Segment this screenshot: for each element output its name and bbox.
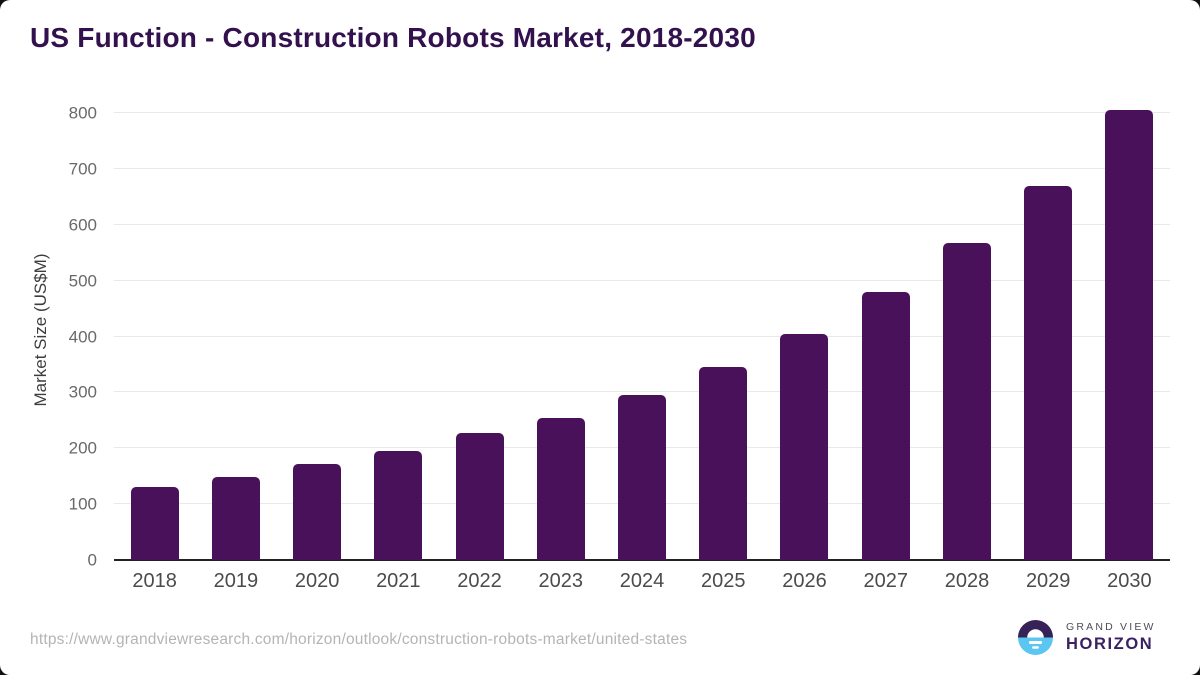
gridline-300 (114, 391, 1170, 393)
x-tick-2019: 2019 (213, 570, 259, 592)
y-tick-200: 200 (68, 438, 97, 458)
y-tick-400: 400 (68, 327, 97, 346)
y-tick-800: 800 (68, 103, 97, 123)
x-tick-2029: 2029 (1025, 570, 1071, 592)
y-tick-600: 600 (68, 215, 97, 235)
bar-2025 (699, 366, 748, 560)
y-tick-100: 100 (68, 494, 97, 514)
x-tick-2026: 2026 (782, 570, 827, 592)
bar-2020 (293, 464, 342, 560)
bar-2021 (374, 450, 423, 560)
bar-2028 (942, 242, 991, 560)
brand-name-bottom: HORIZON (1066, 635, 1154, 653)
x-tick-2023: 2023 (538, 570, 584, 592)
bar-2027 (861, 291, 910, 560)
logo-icon-horizon-bar-1 (1028, 641, 1043, 644)
x-tick-2030: 2030 (1107, 570, 1152, 592)
bar-2029 (1024, 185, 1073, 560)
x-axis-tick-labels: 2018 2019 2020 2021 2022 2023 2024 2025 2026 2027… (114, 570, 1170, 593)
x-tick-2027: 2027 (863, 570, 908, 592)
gridline-700 (114, 167, 1170, 169)
gridline-800 (114, 112, 1170, 113)
y-tick-0: 0 (87, 550, 97, 570)
chart-title: US Function - Construction Robots Market… (30, 22, 756, 53)
logo-icon-horizon-bar-2 (1032, 646, 1039, 649)
bar-2022 (455, 433, 504, 560)
horizon-sunset-icon (1018, 620, 1053, 655)
gridline-600 (114, 223, 1170, 225)
x-tick-2020: 2020 (294, 570, 340, 592)
plot-area (114, 98, 1170, 561)
x-tick-2028: 2028 (944, 570, 990, 592)
bar-2026 (780, 333, 829, 560)
x-tick-2022: 2022 (457, 570, 502, 592)
gridline-400 (114, 335, 1170, 337)
bar-2018 (130, 487, 179, 560)
x-axis-line (114, 559, 1170, 561)
bar-2019 (211, 476, 260, 560)
brand-logo: GRAND VIEW HORIZON (1018, 620, 1156, 655)
bar-2023 (536, 418, 585, 560)
logo-icon-top-half (1018, 620, 1053, 638)
source-url: https://www.grandviewresearch.com/horizo… (30, 631, 688, 648)
x-tick-2025: 2025 (701, 570, 746, 592)
y-tick-500: 500 (68, 271, 97, 291)
x-tick-2021: 2021 (376, 570, 421, 592)
brand-wordmark: GRAND VIEW HORIZON (1066, 621, 1156, 654)
x-tick-2024: 2024 (619, 570, 665, 592)
gridline-500 (114, 279, 1170, 281)
bar-2024 (618, 394, 666, 560)
y-tick-300: 300 (68, 382, 97, 402)
x-tick-2018: 2018 (132, 570, 177, 592)
y-tick-700: 700 (68, 159, 97, 179)
bar-2030 (1105, 110, 1154, 560)
y-axis-tick-labels: 0 100 200 300 400 500 600 700 800 (0, 98, 97, 569)
brand-name-top: GRAND VIEW (1066, 621, 1156, 633)
